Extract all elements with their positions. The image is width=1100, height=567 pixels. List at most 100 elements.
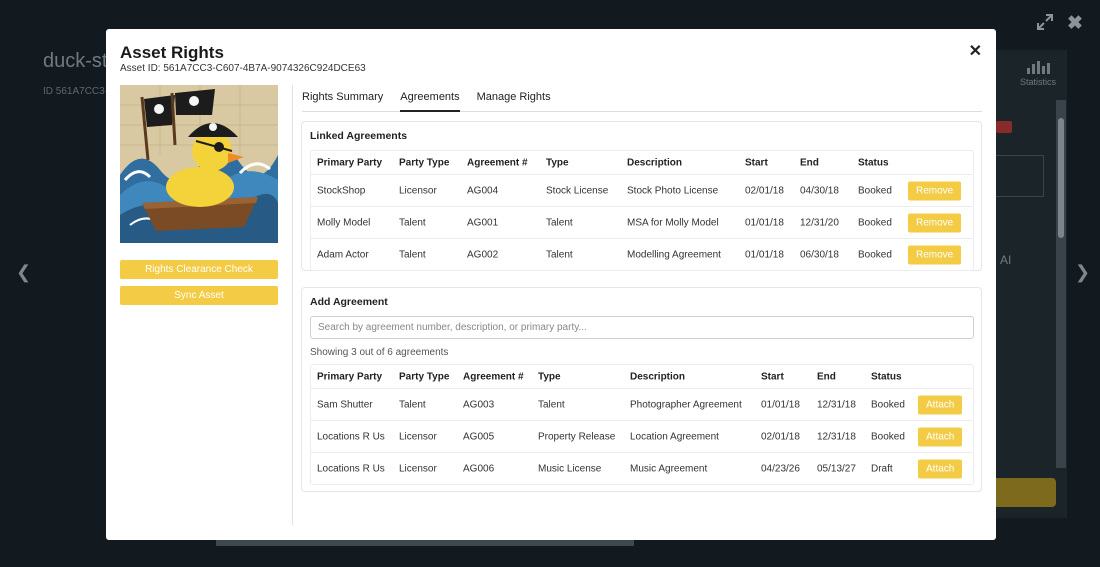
status-cell: Booked [858,249,892,260]
end-cell: 04/30/18 [800,185,839,196]
end-cell: 06/30/18 [800,249,839,260]
end-cell: 12/31/18 [817,431,856,442]
end-cell: 12/31/18 [817,399,856,410]
table-row: Locations R Us Licensor AG006 Music Lice… [311,452,973,484]
start-cell: 01/01/18 [745,249,784,260]
party-type-cell: Licensor [399,431,437,442]
asset-thumbnail [120,85,278,243]
party-type-cell: Talent [399,217,426,228]
pirate-duck-image [120,85,278,243]
add-agreement-title: Add Agreement [310,296,388,308]
statistics-tab[interactable]: Statistics [1012,60,1064,87]
close-icon[interactable]: ✕ [968,43,982,60]
primary-party-cell: Locations R Us [317,463,385,474]
agreement-number-cell: AG003 [463,399,495,410]
type-cell: Talent [538,399,565,410]
description-cell: Location Agreement [630,431,719,442]
table-header-row: Primary Party Party Type Agreement # Typ… [311,151,973,174]
agreement-search-input[interactable] [310,316,974,339]
asset-rights-modal: Asset Rights Asset ID: 561A7CC3-C607-4B7… [106,29,996,540]
expand-icon[interactable] [1037,14,1053,30]
party-type-cell: Talent [399,249,426,260]
background-textarea [996,155,1044,197]
agreement-number-cell: AG001 [467,217,499,228]
attach-button[interactable]: Attach [918,395,963,414]
tab-bar: Rights Summary Agreements Manage Rights [302,87,982,112]
background-scrollbar-thumb[interactable] [1058,118,1064,238]
column-header: Description [627,157,683,168]
modal-title: Asset Rights [120,43,224,62]
description-cell: Modelling Agreement [627,249,721,260]
agreement-number-cell: AG002 [467,249,499,260]
background-badge [996,121,1012,133]
linked-agreements-card: Linked Agreements Primary Party Party Ty… [301,121,982,271]
tab-rights-summary[interactable]: Rights Summary [302,91,384,103]
viewer-close-icon[interactable]: ✖ [1067,13,1083,34]
status-cell: Draft [871,463,893,474]
results-count: Showing 3 out of 6 agreements [310,347,449,358]
table-row: Molly Model Talent AG001 Talent MSA for … [311,206,973,238]
primary-party-cell: StockShop [317,185,366,196]
description-cell: Photographer Agreement [630,399,742,410]
end-cell: 12/31/20 [800,217,839,228]
tab-manage-rights[interactable]: Manage Rights [476,91,551,103]
description-cell: Stock Photo License [627,185,719,196]
party-type-cell: Licensor [399,185,437,196]
attach-button[interactable]: Attach [918,427,963,446]
primary-party-cell: Locations R Us [317,431,385,442]
table-row: StockShop Licensor AG004 Stock License S… [311,174,973,206]
agreement-number-cell: AG006 [463,463,495,474]
remove-button[interactable]: Remove [908,213,962,232]
primary-party-cell: Sam Shutter [317,399,373,410]
tab-agreements[interactable]: Agreements [400,87,460,112]
primary-party-cell: Adam Actor [317,249,369,260]
background-asset-title: duck-st [43,50,108,72]
table-row: Sam Shutter Talent AG003 Talent Photogra… [311,388,973,420]
column-header: Start [761,371,784,382]
previous-arrow-icon[interactable]: ❮ [16,262,32,282]
table-header-row: Primary Party Party Type Agreement # Typ… [311,365,973,388]
attach-button[interactable]: Attach [918,459,963,478]
start-cell: 02/01/18 [745,185,784,196]
column-header: End [817,371,836,382]
start-cell: 02/01/18 [761,431,800,442]
status-cell: Booked [858,185,892,196]
column-header: Start [745,157,768,168]
next-arrow-icon[interactable]: ❯ [1075,262,1091,282]
sync-asset-button[interactable]: Sync Asset [120,286,278,305]
description-cell: MSA for Molly Model [627,217,719,228]
column-header: Party Type [399,371,450,382]
column-header: Type [538,371,561,382]
table-row: Locations R Us Licensor AG005 Property R… [311,420,973,452]
column-header: Agreement # [467,157,528,168]
statistics-label: Statistics [1019,77,1056,87]
start-cell: 04/23/26 [761,463,800,474]
status-cell: Booked [871,431,905,442]
remove-button[interactable]: Remove [908,181,962,200]
vertical-divider [292,85,293,525]
description-cell: Music Agreement [630,463,708,474]
table-row: Adam Actor Talent AG002 Talent Modelling… [311,238,973,270]
background-scrollbar[interactable] [1056,100,1066,468]
type-cell: Property Release [538,431,616,442]
status-cell: Booked [871,399,905,410]
agreement-number-cell: AG005 [463,431,495,442]
end-cell: 05/13/27 [817,463,856,474]
remove-button[interactable]: Remove [908,245,962,264]
asset-id-label: Asset ID: 561A7CC3-C607-4B7A-9074326C924… [120,63,366,74]
column-header: Description [630,371,686,382]
party-type-cell: Talent [399,399,426,410]
add-agreement-card: Add Agreement Showing 3 out of 6 agreeme… [301,287,982,492]
type-cell: Talent [546,249,573,260]
column-header: Type [546,157,569,168]
statistics-icon [1012,60,1064,74]
party-type-cell: Licensor [399,463,437,474]
background-strip [216,538,634,546]
status-cell: Booked [858,217,892,228]
column-header: Primary Party [317,157,383,168]
type-cell: Talent [546,217,573,228]
start-cell: 01/01/18 [761,399,800,410]
column-header: Party Type [399,157,450,168]
agreement-number-cell: AG004 [467,185,499,196]
rights-clearance-check-button[interactable]: Rights Clearance Check [120,260,278,279]
